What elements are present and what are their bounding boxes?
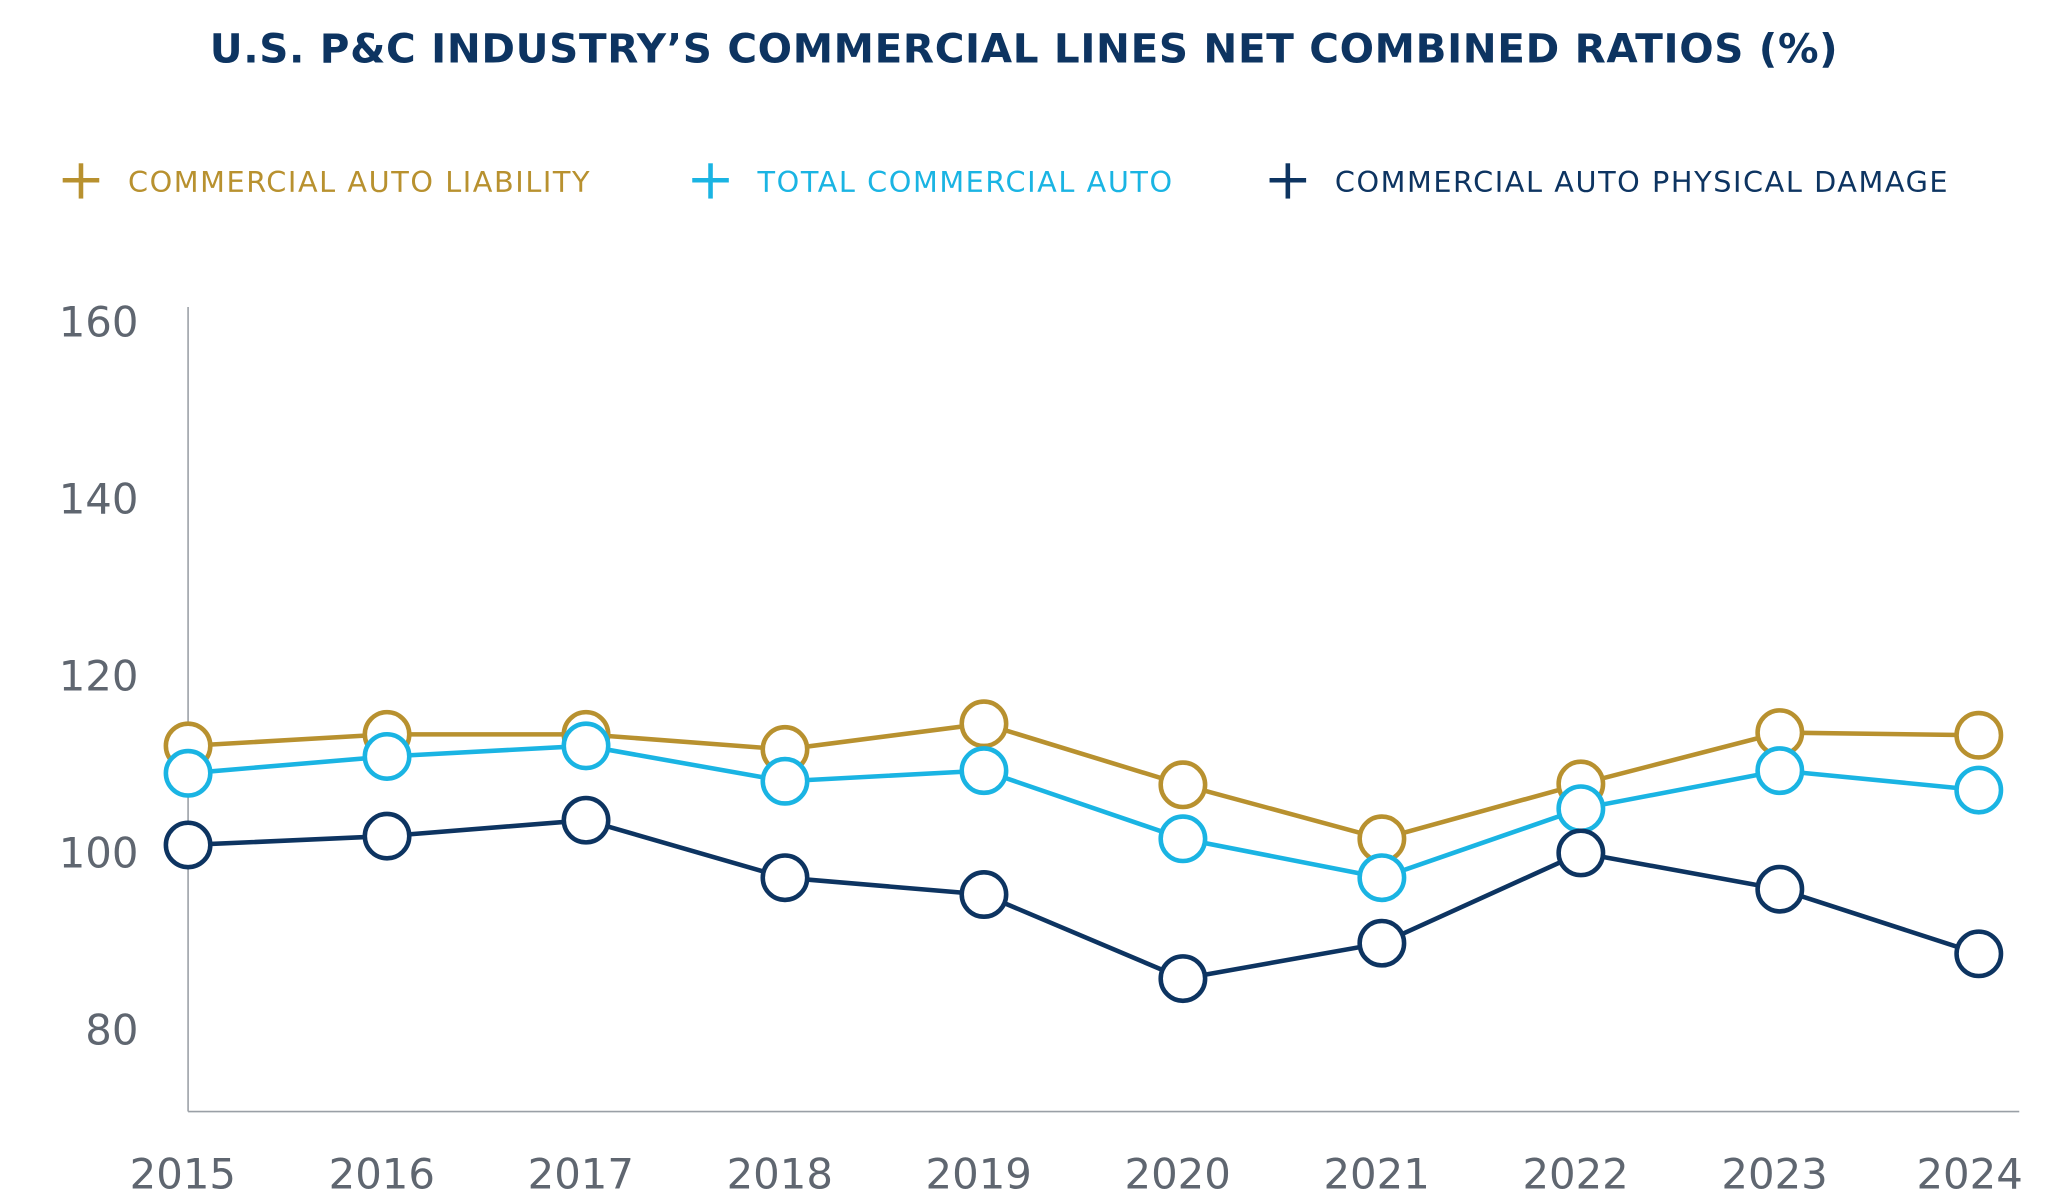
plus-icon <box>1269 163 1307 199</box>
data-point <box>760 756 810 806</box>
chart-title: U.S. P&C INDUSTRY’S COMMERCIAL LINES NET… <box>210 25 1839 73</box>
x-tick-label: 2017 <box>528 1150 634 1199</box>
data-point <box>561 721 611 771</box>
series-group <box>163 699 2004 1004</box>
series-2 <box>163 721 2004 903</box>
data-point <box>1158 954 1208 1004</box>
data-point <box>1357 918 1407 968</box>
data-point <box>959 746 1009 796</box>
x-tick-label: 2022 <box>1522 1150 1628 1199</box>
y-tick-label: 120 <box>59 651 139 700</box>
legend-label: TOTAL COMMERCIAL AUTO <box>757 165 1174 199</box>
data-point <box>959 699 1009 749</box>
legend-label: COMMERCIAL AUTO LIABILITY <box>128 165 591 199</box>
y-tick-label: 160 <box>59 297 139 346</box>
data-point <box>1556 784 1606 834</box>
data-point <box>959 870 1009 920</box>
y-tick-label: 80 <box>85 1005 138 1054</box>
legend-item: COMMERCIAL AUTO LIABILITY <box>62 163 591 199</box>
x-tick-label: 2018 <box>727 1150 833 1199</box>
x-tick-label: 2023 <box>1721 1150 1827 1199</box>
data-point <box>1954 710 2004 760</box>
data-point <box>163 748 213 798</box>
data-point <box>561 795 611 845</box>
data-point <box>362 811 412 861</box>
series-3 <box>163 795 2004 1004</box>
series-line <box>187 817 1980 981</box>
x-tick-label: 2015 <box>130 1150 236 1199</box>
plus-icon <box>62 163 100 199</box>
x-tick-label: 2020 <box>1125 1150 1231 1199</box>
x-tick-label: 2024 <box>1916 1150 2022 1199</box>
legend-item: COMMERCIAL AUTO PHYSICAL DAMAGE <box>1269 163 1949 199</box>
data-point <box>1755 746 1805 796</box>
x-tick-label: 2021 <box>1323 1150 1429 1199</box>
x-tick-label: 2019 <box>926 1150 1032 1199</box>
y-tick-label: 100 <box>59 828 139 877</box>
series-line <box>187 743 1979 881</box>
legend: COMMERCIAL AUTO LIABILITY TOTAL COMMERCIA… <box>62 163 1949 199</box>
x-tick-label: 2016 <box>329 1150 435 1199</box>
data-point <box>1954 765 2004 815</box>
legend-label: COMMERCIAL AUTO PHYSICAL DAMAGE <box>1335 165 1949 199</box>
data-point <box>1158 814 1208 864</box>
data-point <box>760 853 810 903</box>
data-point <box>1556 828 1606 878</box>
data-point <box>362 731 412 781</box>
y-tick-labels: 80 100 120 140 160 <box>59 297 139 1054</box>
series-line <box>187 721 1979 842</box>
data-point <box>1954 929 2004 979</box>
legend-item: TOTAL COMMERCIAL AUTO <box>692 163 1174 199</box>
x-tick-labels: 2015 2016 2017 2018 2019 2020 2021 2022 2023 2024 <box>130 1150 2023 1199</box>
data-point <box>163 820 213 870</box>
plus-icon <box>692 163 729 199</box>
data-point <box>1158 760 1208 810</box>
data-point <box>1357 853 1407 903</box>
data-point <box>1755 864 1805 914</box>
y-tick-label: 140 <box>59 474 139 523</box>
